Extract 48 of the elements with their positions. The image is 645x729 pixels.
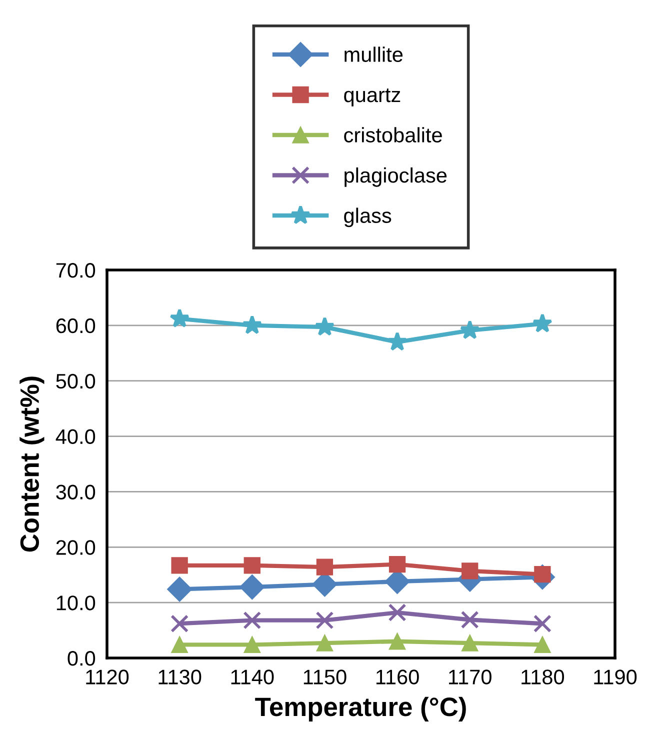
y-tick-label: 0.0 bbox=[68, 651, 96, 666]
point bbox=[316, 558, 334, 576]
x-tick-label: 1120 bbox=[86, 670, 129, 684]
y-tick-label: 70.0 bbox=[56, 263, 96, 278]
x-tick-label: 1180 bbox=[522, 670, 564, 684]
y-tick-label: 30.0 bbox=[56, 484, 96, 500]
x-tick-label: 1190 bbox=[594, 670, 637, 684]
legend-label: cristobalite bbox=[344, 127, 442, 142]
point bbox=[240, 574, 265, 600]
x-tick-label: 1130 bbox=[158, 670, 202, 684]
point bbox=[316, 611, 334, 630]
point bbox=[243, 611, 262, 630]
point bbox=[388, 604, 406, 622]
y-axis-title: Content (wt%) bbox=[20, 376, 44, 552]
legend-label: quartz bbox=[344, 88, 400, 106]
point bbox=[534, 636, 551, 654]
point bbox=[533, 614, 552, 633]
point bbox=[244, 636, 260, 654]
point bbox=[462, 634, 478, 652]
y-tick-label: 10.0 bbox=[56, 596, 96, 610]
y-tick-label: 40.0 bbox=[56, 429, 96, 444]
x-tick-label: 1140 bbox=[231, 670, 274, 684]
y-tick-label: 50.0 bbox=[56, 374, 96, 389]
point bbox=[314, 316, 335, 336]
point bbox=[532, 313, 552, 332]
point bbox=[171, 636, 188, 654]
point bbox=[170, 308, 190, 328]
legend-label: mullite bbox=[344, 46, 403, 62]
point bbox=[388, 556, 406, 573]
point bbox=[167, 576, 192, 602]
point bbox=[388, 633, 406, 650]
point bbox=[170, 614, 189, 633]
y-tick-label: 60.0 bbox=[56, 318, 96, 334]
x-tick-label: 1160 bbox=[376, 670, 419, 684]
x-tick-label: 1170 bbox=[449, 670, 492, 684]
point bbox=[242, 315, 262, 334]
x-tick-label: 1150 bbox=[304, 670, 346, 684]
point bbox=[316, 634, 334, 652]
y-tick-label: 20.0 bbox=[56, 540, 96, 555]
legend-label: plagioclase bbox=[344, 167, 447, 187]
x-axis-title: Temperature (°C) bbox=[255, 696, 466, 722]
point bbox=[387, 332, 408, 351]
point bbox=[462, 562, 478, 580]
point bbox=[171, 557, 188, 574]
point bbox=[244, 557, 260, 574]
point bbox=[460, 610, 479, 629]
point bbox=[460, 320, 480, 340]
legend-label: glass bbox=[344, 208, 392, 228]
